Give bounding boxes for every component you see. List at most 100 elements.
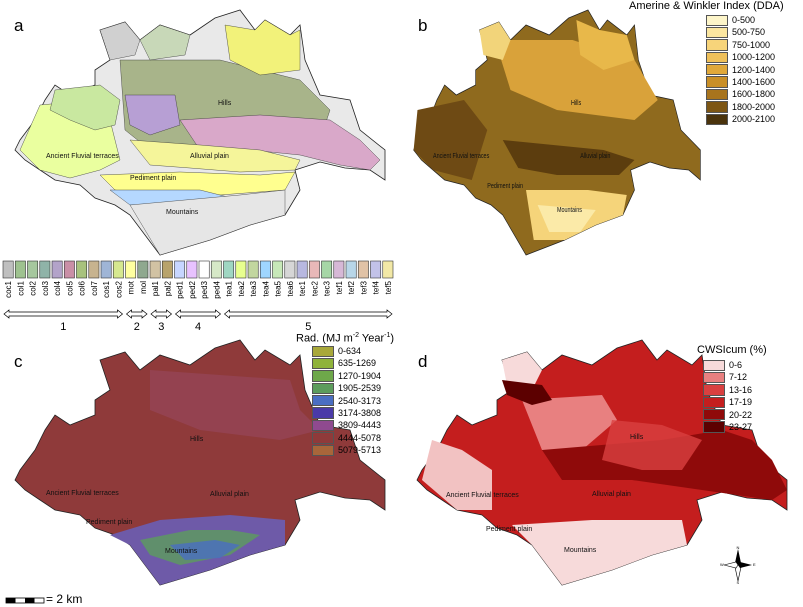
legend-label: 0-634 xyxy=(338,346,362,356)
dda-map-b: Hills Ancient Fluvial terraces Alluvial … xyxy=(413,9,701,256)
soil-swatch-ped1 xyxy=(174,260,186,279)
label-alluvial-plain-b: Alluvial plain xyxy=(580,152,611,160)
soil-swatch-tef2 xyxy=(345,260,357,279)
legend-swatch xyxy=(312,345,334,357)
legend-item: 2540-3173 xyxy=(312,395,381,407)
group-number: 1 xyxy=(60,321,66,333)
label-hills-b: Hills xyxy=(571,99,581,107)
legend-swatch xyxy=(703,371,725,384)
legend-item: 635-1269 xyxy=(312,357,381,370)
radiation-map-c: Hills Ancient Fluvial terraces Alluvial … xyxy=(14,339,386,586)
soil-swatch-cos1 xyxy=(100,260,112,279)
soil-swatch-col2 xyxy=(27,260,39,279)
legend-d-title: CWSIcum (%) xyxy=(697,344,767,356)
legend-label: 7-12 xyxy=(729,372,748,383)
label-alluvial-plain-c: Alluvial plain xyxy=(210,491,249,498)
soil-code-label: ped1 xyxy=(176,280,185,298)
soil-code-label: tea1 xyxy=(225,280,234,296)
legend-swatch xyxy=(312,395,334,407)
north-arrow-icon: N S E W xyxy=(720,545,756,585)
legend-label: 3809-4443 xyxy=(338,420,382,431)
soil-code-label: tef3 xyxy=(359,280,368,294)
group-arrow xyxy=(3,309,124,319)
soil-swatch-col6 xyxy=(76,260,88,279)
legend-label: 2540-3173 xyxy=(338,395,382,406)
legend-item: 0-634 xyxy=(312,345,381,357)
dda-zone xyxy=(576,20,635,70)
group-arrow xyxy=(223,309,393,319)
soil-code-label: tec1 xyxy=(298,280,307,296)
legend-swatch xyxy=(312,357,334,370)
rad-zone xyxy=(170,540,240,560)
label-ancient-fluvial-terraces-b: Ancient Fluvial terraces xyxy=(433,152,489,160)
soil-code-label: ped2 xyxy=(188,280,197,298)
cwsi-zone xyxy=(602,420,702,470)
soil-code-label: col5 xyxy=(65,280,74,295)
label-pediment-plain-c: Pediment plain xyxy=(86,519,132,526)
soil-unit xyxy=(224,19,301,76)
soil-code-label: ped4 xyxy=(212,280,221,298)
group-number: 5 xyxy=(305,321,311,333)
legend-label: 0-6 xyxy=(729,360,743,370)
legend-swatch xyxy=(706,88,728,101)
legend-swatch xyxy=(706,101,728,113)
label-mountains-b: Mountains xyxy=(557,206,582,214)
legend-label: 20-22 xyxy=(729,409,753,420)
legend-item: 1800-2000 xyxy=(706,101,775,113)
legend-swatch xyxy=(703,384,725,396)
legend-swatch xyxy=(706,51,728,64)
soil-swatch-col7 xyxy=(88,260,100,279)
soil-swatch-tea5 xyxy=(272,260,284,279)
soil-swatch-tec2 xyxy=(308,260,320,279)
legend-swatch xyxy=(312,382,334,395)
legend-swatch xyxy=(312,407,334,419)
label-hills-c: Hills xyxy=(190,436,204,443)
soil-swatch-tec1 xyxy=(296,260,308,279)
soil-swatch-pal1 xyxy=(149,260,161,279)
soil-swatch-ped3 xyxy=(198,260,210,279)
soil-swatch-tea2 xyxy=(235,260,247,279)
cwsi-zone xyxy=(512,520,687,585)
legend-item: 1600-1800 xyxy=(706,88,776,101)
soil-swatch-cos2 xyxy=(112,260,124,279)
legend-item: 750-1000 xyxy=(706,39,775,51)
legend-swatch xyxy=(312,370,334,382)
soil-code-label: col6 xyxy=(78,280,87,295)
legend-d: 0-6 7-12 13-16 17-19 20-22 23-27 xyxy=(703,359,752,433)
legend-item: 0-6 xyxy=(703,359,752,371)
legend-c: 0-634 635-1269 1270-1904 1905-2539 2540-3173… xyxy=(312,345,381,457)
soil-unit xyxy=(124,94,181,136)
soil-code-label: tec2 xyxy=(310,280,319,296)
soil-legend: coc1 col1 col2 col3 col4 col5 col6 col7 cos1 cos2… xyxy=(2,260,394,333)
soil-swatch-tea3 xyxy=(247,260,259,279)
soil-swatch-tef1 xyxy=(333,260,345,279)
legend-swatch xyxy=(703,409,725,421)
legend-item: 3174-3808 xyxy=(312,407,381,419)
group-arrow xyxy=(150,309,173,319)
soil-code-label: tea6 xyxy=(286,280,295,296)
group-arrow xyxy=(125,309,148,319)
panel-b-letter: b xyxy=(418,16,428,35)
legend-item: 4444-5078 xyxy=(312,432,381,444)
soil-swatch-tec3 xyxy=(321,260,333,279)
legend-item: 1200-1400 xyxy=(706,64,775,76)
soil-code-label: tec3 xyxy=(323,280,332,296)
label-alluvial-plain-d: Alluvial plain xyxy=(592,491,631,498)
panel-a-letter: a xyxy=(14,16,24,35)
legend-label: 3174-3808 xyxy=(338,407,382,418)
legend-label: 1600-1800 xyxy=(732,89,776,100)
legend-item: 7-12 xyxy=(703,371,752,384)
label-ancient-fluvial-terraces-d: Ancient Fluvial terraces xyxy=(446,492,519,499)
legend-label: 1270-1904 xyxy=(338,370,382,381)
soil-swatch-mot xyxy=(125,260,137,279)
soil-swatch-ped2 xyxy=(186,260,198,279)
soil-map-a: Hills Ancient Fluvial terraces Alluvial … xyxy=(14,9,386,256)
soil-swatch-col1 xyxy=(14,260,26,279)
soil-swatch-tea6 xyxy=(284,260,296,279)
soil-code-label: col1 xyxy=(16,280,25,295)
group-number: 3 xyxy=(158,321,164,333)
legend-swatch xyxy=(706,64,728,76)
legend-item: 0-500 xyxy=(706,14,775,26)
soil-swatch-tea4 xyxy=(259,260,271,279)
legend-label: 1000-1200 xyxy=(732,52,776,63)
